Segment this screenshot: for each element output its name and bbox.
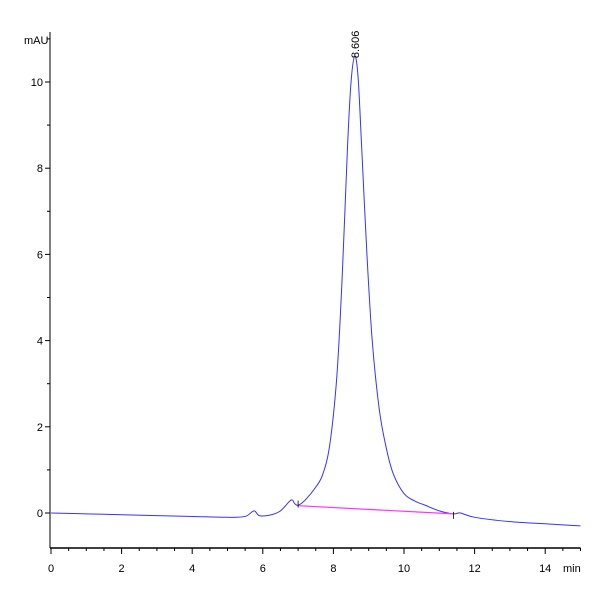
y-tick-label: 8 <box>37 163 43 175</box>
signal-trace <box>50 55 581 527</box>
x-tick-label: 8 <box>330 563 336 575</box>
y-tick-label: 6 <box>37 249 43 261</box>
x-tick-label: 14 <box>539 563 551 575</box>
y-tick-label: 2 <box>37 422 43 434</box>
x-tick-label: 6 <box>260 563 266 575</box>
x-tick-label: 12 <box>468 563 480 575</box>
x-tick-label: 2 <box>119 563 125 575</box>
integration-baseline <box>298 505 454 515</box>
y-tick-label: 0 <box>37 508 43 520</box>
x-axis-label: min <box>563 563 581 575</box>
x-tick-label: 4 <box>189 563 195 575</box>
y-tick-label: 10 <box>31 77 43 89</box>
y-axis-label: mAU <box>24 35 49 47</box>
x-tick-label: 0 <box>48 563 54 575</box>
y-tick-label: 4 <box>37 336 43 348</box>
x-tick-label: 10 <box>398 563 410 575</box>
peak-label: 8.606 <box>350 31 362 59</box>
